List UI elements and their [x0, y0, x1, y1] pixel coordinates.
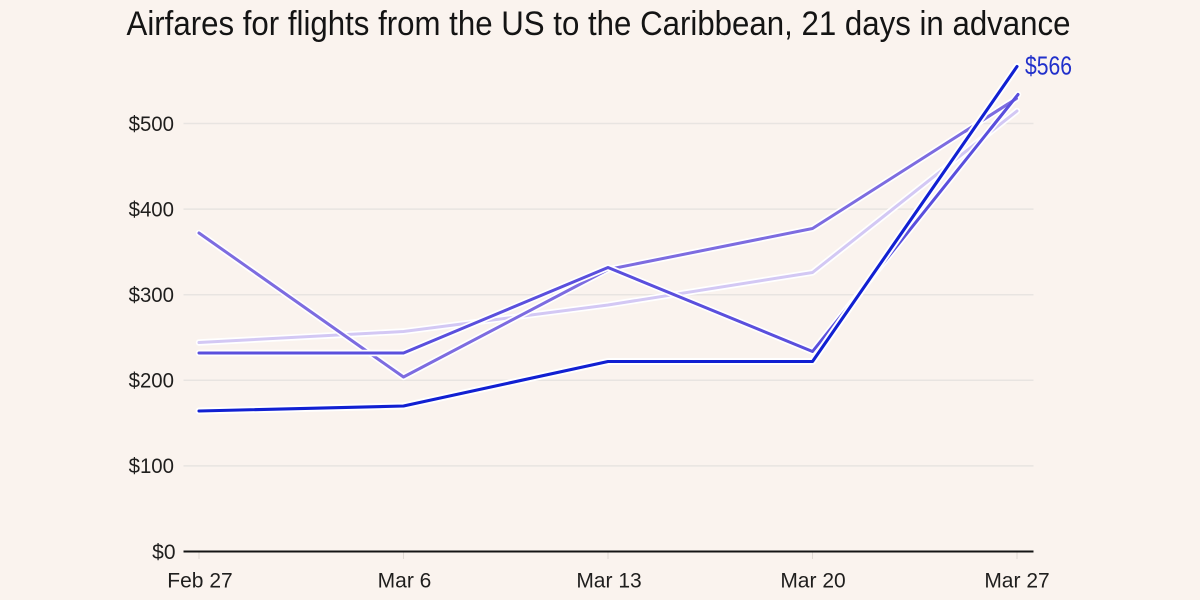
svg-text:$400: $400 [129, 198, 174, 221]
svg-text:Mar 13: Mar 13 [576, 570, 641, 593]
svg-text:Mar 6: Mar 6 [378, 570, 432, 593]
svg-text:$100: $100 [129, 455, 174, 478]
svg-text:Feb 27: Feb 27 [167, 570, 232, 593]
svg-text:Mar 20: Mar 20 [780, 570, 845, 593]
svg-text:$300: $300 [129, 284, 174, 307]
svg-text:$500: $500 [129, 113, 174, 136]
svg-text:Mar 27: Mar 27 [984, 570, 1049, 593]
svg-text:$0: $0 [152, 541, 175, 564]
svg-text:$566: $566 [1025, 51, 1072, 81]
svg-text:Airfares for flights from the: Airfares for flights from the US to the … [127, 5, 1071, 43]
svg-text:$200: $200 [129, 370, 174, 393]
